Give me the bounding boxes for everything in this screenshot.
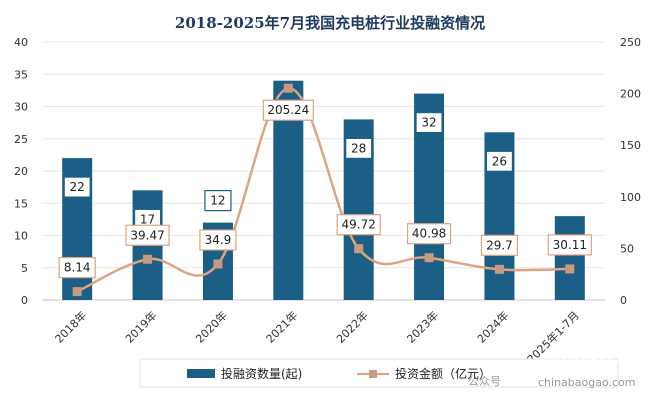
right-tick-label: 100 [620,191,641,204]
bar [554,216,585,300]
right-tick-label: 250 [620,36,641,49]
right-tick-label: 50 [620,242,634,255]
line-marker [213,259,223,269]
legend-bar-label: 投融资数量(起) [221,366,302,381]
x-tick-label: 2019年 [122,308,159,345]
x-tick-label: 2020年 [193,308,230,345]
legend-bar-swatch [187,369,215,378]
line-value-label: 29.7 [486,238,513,252]
legend-line-label: 投资金额（亿元） [395,366,491,381]
x-tick-label: 2022年 [333,308,370,345]
line-value-label-box [199,229,237,251]
line-labels: 8.14 39.47 34.9 205.24 49.72 40.98 29.7 30.11 [58,99,592,279]
bar-value-label-box [345,137,373,159]
x-tick-label: 2018年 [52,308,89,345]
line-marker [283,83,293,93]
line-value-label: 39.47 [130,228,164,242]
left-tick-label: 15 [14,197,28,210]
watermark: 公众号 观研报告网 chinabaogao.com [468,351,640,389]
legend-line-marker [369,370,377,378]
bar-value-label-box [204,190,232,212]
line-marker [72,287,82,297]
left-tick-label: 0 [21,294,28,307]
bar-value-label-box [63,176,91,198]
line-value-label-box [262,99,314,121]
bar-value-label: 22 [70,180,85,194]
x-tick-label: 2023年 [404,308,441,345]
bar-value-label-box [485,150,514,172]
line-marker [565,264,575,274]
x-tick-label: 2021年 [263,308,300,345]
bar-value-label: 12 [210,194,225,208]
left-tick-label: 25 [14,133,28,146]
watermark-sub: 公众号 [468,375,501,388]
watermark-url: chinabaogao.com [538,376,636,389]
x-axis: 2018年 2019年 2020年 2021年 2022年 2023年 2024年 2025年… [52,308,582,366]
left-tick-label: 40 [14,36,28,49]
bar-value-label: 28 [351,141,366,155]
left-axis: 0 5 10 15 20 25 30 35 40 [14,36,28,307]
bar-value-label-box [415,111,443,134]
line-value-label: 40.98 [412,227,446,241]
chart-title: 2018-2025年7月我国充电桩行业投融资情况 [175,14,485,32]
line-value-label-box [58,256,96,279]
line-value-label: 205.24 [267,103,309,117]
line-value-label: 8.14 [64,261,91,275]
line-value-label-box [480,234,519,256]
bar-value-label: 32 [421,116,436,130]
legend: 投融资数量(起) 投资金额（亿元） [139,358,619,388]
watermark-main: 观研报告网 [540,351,640,375]
x-tick-label: 2024年 [474,308,511,345]
bar-value-label: 26 [492,154,507,168]
left-tick-label: 5 [21,262,28,275]
grid [42,41,605,301]
line-value-label-box [125,224,170,246]
line-marker [354,244,364,254]
line-value-label: 34.9 [205,233,232,247]
line-marker [143,254,153,264]
right-tick-label: 0 [620,294,627,307]
line-value-label-box [547,234,592,256]
left-tick-label: 10 [14,230,28,243]
left-tick-label: 20 [14,165,28,178]
line-value-label-box [336,214,381,236]
line-value-label: 49.72 [342,218,376,232]
right-tick-label: 150 [620,139,641,152]
right-tick-label: 200 [620,88,641,101]
left-tick-label: 35 [14,68,28,81]
line-marker [494,264,504,274]
line-value-label-box [406,223,452,245]
left-tick-label: 30 [14,101,28,114]
bar-value-label: 17 [140,212,155,226]
bar-series [62,80,585,301]
right-axis: 0 50 100 150 200 250 [620,36,641,307]
line-marker [424,253,434,263]
line-value-label: 30.11 [553,238,587,252]
